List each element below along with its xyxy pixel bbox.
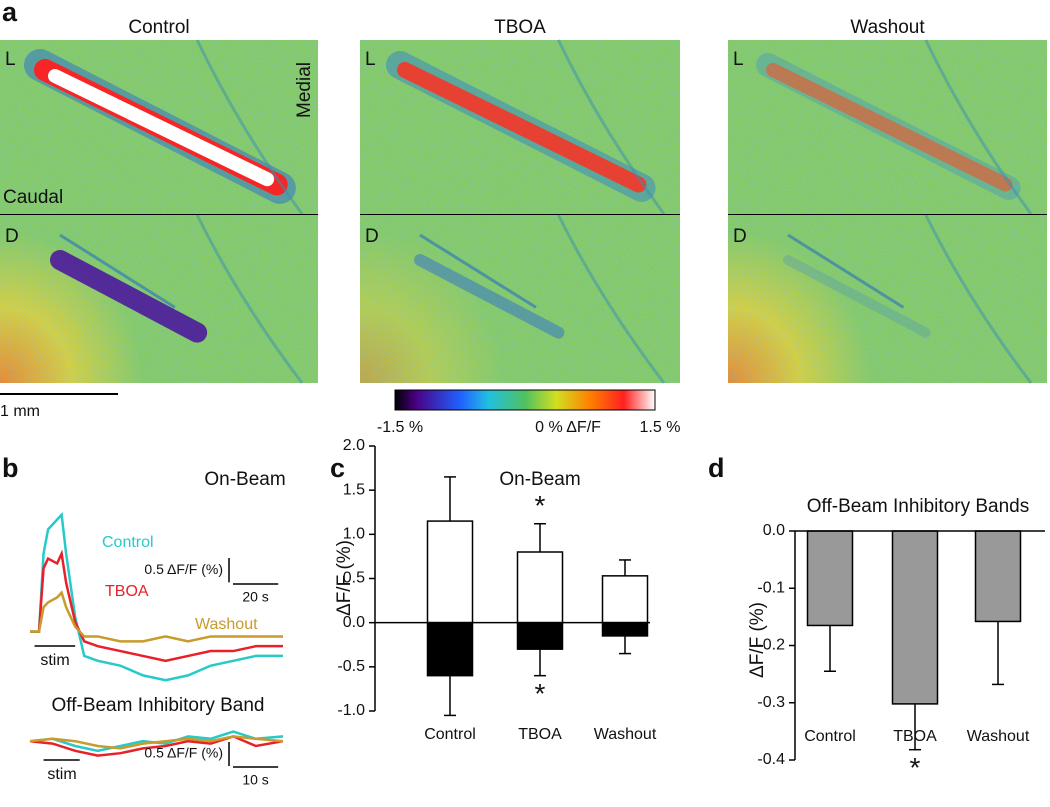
significance-marker: * [535, 678, 546, 709]
trace [30, 549, 283, 663]
image-vessel [924, 214, 1033, 384]
image-vessel [195, 214, 304, 384]
x-scale-label: 20 s [242, 589, 268, 605]
y-tick-label: 1.0 [343, 526, 365, 543]
x-tick-label: Washout [967, 728, 1030, 745]
trace-panel: Off-Beam Inhibitory Band stim 0.5 ΔF/F (%)… [29, 695, 284, 788]
x-tick-label: TBOA [893, 728, 937, 745]
bar [974, 530, 1022, 623]
bar [426, 621, 474, 677]
y-axis-label: ΔF/F (%) [334, 540, 355, 616]
bar [891, 530, 939, 705]
image-feature [419, 233, 537, 309]
stim-label: stim [47, 766, 76, 783]
y-tick-label: 1.5 [343, 481, 365, 498]
trace [30, 511, 283, 682]
bar [516, 551, 564, 624]
y-tick-label: -0.3 [757, 694, 785, 711]
panel-label: a [2, 0, 18, 27]
row-label: D [365, 226, 379, 247]
significance-marker: * [910, 752, 921, 783]
image-feature [414, 254, 565, 339]
colorbar-label: -1.5 % [377, 419, 423, 436]
y-tick-label: 2.0 [343, 437, 365, 454]
colorbar: -1.5 % 0 % ΔF/F 1.5 % [377, 389, 681, 436]
orientation-label: Caudal [3, 187, 63, 208]
condition-label: Control [128, 17, 189, 38]
panel-label: b [2, 453, 19, 483]
image-vessel [557, 39, 666, 215]
row-label: L [5, 49, 16, 70]
condition-label: TBOA [494, 17, 546, 38]
orientation-label: Medial [294, 62, 315, 118]
panel-title: Off-Beam Inhibitory Bands [807, 496, 1029, 517]
y-tick-label: -0.4 [757, 751, 785, 768]
y-tick-label: 0.0 [343, 614, 365, 631]
x-tick-label: Control [804, 728, 856, 745]
image-feature [59, 233, 176, 309]
trace [29, 735, 284, 750]
bar [516, 621, 564, 650]
y-scale-label: 0.5 ΔF/F (%) [144, 745, 223, 761]
bar [601, 621, 649, 637]
y-tick-label: 0.0 [763, 522, 785, 539]
panel-title: Off-Beam Inhibitory Band [52, 695, 265, 716]
image-vessel [195, 39, 304, 215]
bar-panel: Off-Beam Inhibitory Bands ΔF/F (%) -0.4 -0.… [747, 496, 1045, 783]
row-label: D [733, 226, 747, 247]
image-feature [787, 233, 905, 309]
y-axis-label: ΔF/F (%) [747, 602, 768, 678]
colorbar-label: 0 % ΔF/F [535, 419, 601, 436]
x-tick-label: Control [424, 726, 476, 743]
y-tick-label: -1.0 [337, 702, 365, 719]
row-label: L [365, 49, 376, 70]
image-vessel [924, 39, 1033, 215]
condition-label: Washout [850, 17, 925, 38]
stim-label: stim [40, 652, 69, 669]
bar [426, 520, 474, 624]
row-label: D [5, 226, 19, 247]
row-label: L [733, 49, 744, 70]
x-tick-label: Washout [594, 726, 657, 743]
image-feature [48, 69, 275, 187]
image-vessel [557, 214, 666, 384]
y-tick-label: -0.2 [757, 637, 785, 654]
y-tick-label: -0.5 [337, 658, 365, 675]
image-feature [397, 62, 647, 193]
trace [30, 590, 283, 643]
y-scale-label: 0.5 ΔF/F (%) [144, 561, 223, 577]
y-tick-label: 0.5 [343, 570, 365, 587]
image-feature [50, 250, 208, 343]
y-tick-label: -0.1 [757, 579, 785, 596]
bar [806, 530, 854, 627]
significance-marker: * [535, 490, 546, 521]
image-feature [766, 63, 1013, 192]
trace-label: Control [102, 534, 154, 551]
imaging-panels: Control L D TBOA L D Washout L D Medial Caudal [0, 17, 1047, 384]
colorbar-label: 1.5 % [640, 419, 681, 436]
panel-label: d [708, 453, 725, 483]
trace-label: TBOA [105, 583, 149, 600]
bar [601, 575, 649, 624]
image-feature [783, 255, 931, 338]
panel-title: On-Beam [499, 469, 580, 490]
panel-title: On-Beam [204, 469, 285, 490]
trace-label: Washout [195, 616, 258, 633]
panel-label: c [330, 453, 345, 483]
x-scale-label: 10 s [242, 772, 268, 788]
trace-panel: On-Beam Control TBOA Washout stim 0.5 ΔF/F (%… [30, 469, 286, 682]
x-tick-label: TBOA [518, 726, 562, 743]
scale-bar-label: 1 mm [0, 403, 40, 420]
bar-panel: On-Beam ΔF/F (%) -1.0 -0.5 0.0 0.5 1.0 1.5 2.0 * *… [334, 437, 657, 743]
